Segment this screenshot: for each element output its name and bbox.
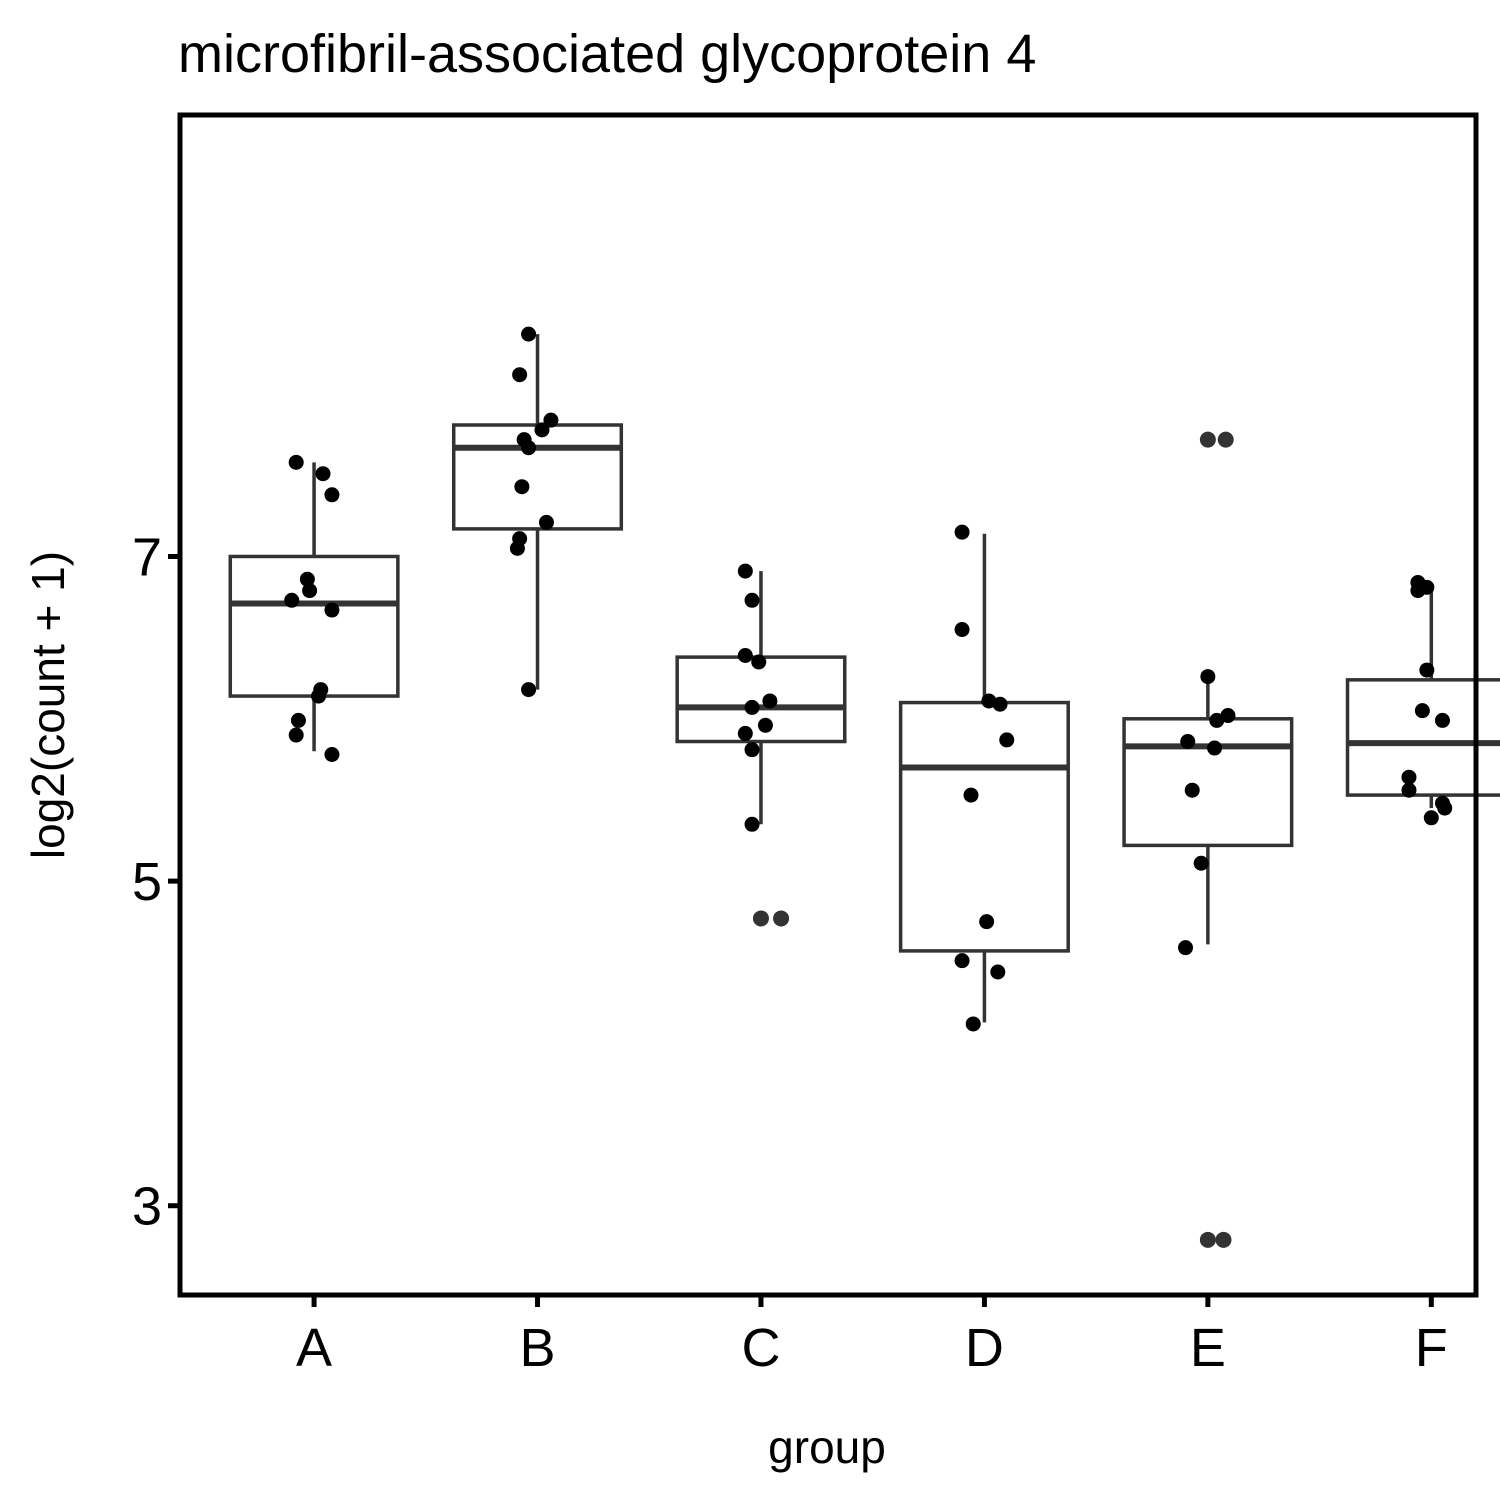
data-point (954, 622, 970, 638)
data-point (311, 688, 327, 704)
data-point (751, 654, 767, 670)
data-point (509, 540, 525, 556)
x-tick-label: C (741, 1318, 780, 1378)
data-point (1220, 708, 1236, 724)
data-point (1180, 734, 1196, 750)
outlier-point (752, 910, 769, 927)
data-point (1434, 712, 1450, 728)
data-point (534, 422, 550, 438)
data-point (1193, 855, 1209, 871)
data-point (744, 816, 760, 832)
data-point (954, 953, 970, 969)
data-point (737, 725, 753, 741)
data-point (744, 592, 760, 608)
axes: A B C D E F 3 5 7 (132, 527, 1448, 1378)
data-point (302, 583, 318, 599)
panel-border (177, 112, 1479, 1298)
data-point (288, 727, 304, 743)
data-point (1423, 810, 1439, 826)
box-group-b (451, 326, 624, 698)
x-tick-label: B (520, 1318, 556, 1378)
y-axis-label: log2(count + 1) (22, 551, 74, 859)
data-point (521, 326, 537, 342)
box-b (451, 423, 624, 531)
x-axis-label: group (768, 1421, 886, 1473)
box-d (898, 700, 1070, 953)
data-point (324, 747, 340, 763)
data-point (762, 693, 778, 709)
x-tick-label: A (296, 1318, 332, 1378)
data-point (999, 732, 1015, 748)
data-point (299, 571, 315, 587)
data-point (1419, 579, 1435, 595)
x-tick-label: E (1190, 1318, 1226, 1378)
outlier-point (1217, 431, 1234, 448)
data-point (744, 742, 760, 758)
data-point (737, 647, 753, 663)
data-point (1178, 940, 1194, 956)
data-point (990, 964, 1006, 980)
data-point (512, 367, 528, 383)
data-point (1209, 712, 1225, 728)
data-point (284, 592, 300, 608)
data-point (290, 712, 306, 728)
data-point (324, 487, 340, 503)
outlier-point (1199, 431, 1216, 448)
data-point (315, 466, 331, 482)
outlier-point (1199, 1231, 1216, 1248)
data-point (992, 696, 1008, 712)
data-point (514, 479, 530, 495)
box-group-e (1122, 431, 1294, 1248)
data-point (744, 699, 760, 715)
x-tick-label: D (965, 1318, 1004, 1378)
data-point (1401, 782, 1417, 798)
box-group-c (675, 563, 847, 927)
y-tick-label: 5 (132, 852, 162, 912)
data-point (538, 514, 554, 530)
data-point (979, 914, 995, 930)
data-point (288, 454, 304, 470)
data-point (757, 717, 773, 733)
data-point (1207, 740, 1223, 756)
data-point (1437, 800, 1453, 816)
y-tick-label: 7 (132, 527, 162, 587)
outlier-point (1215, 1231, 1232, 1248)
box-group-d (898, 524, 1070, 1032)
data-point (1184, 782, 1200, 798)
data-point (963, 787, 979, 803)
data-point (1414, 703, 1430, 719)
box-e (1122, 717, 1294, 848)
data-point (521, 440, 537, 456)
y-tick-label: 3 (132, 1177, 162, 1237)
data-point (543, 412, 559, 428)
plot-area (228, 326, 1500, 1248)
data-point (954, 524, 970, 540)
data-point (521, 682, 537, 698)
chart-title: microfibril-associated glycoprotein 4 (178, 24, 1036, 84)
data-point (324, 602, 340, 618)
outlier-point (773, 910, 790, 927)
x-tick-label: F (1415, 1318, 1448, 1378)
data-point (1200, 669, 1216, 685)
data-point (1401, 769, 1417, 785)
data-point (965, 1016, 981, 1032)
box-group-a (228, 454, 400, 763)
data-point (1419, 662, 1435, 678)
data-point (737, 563, 753, 579)
